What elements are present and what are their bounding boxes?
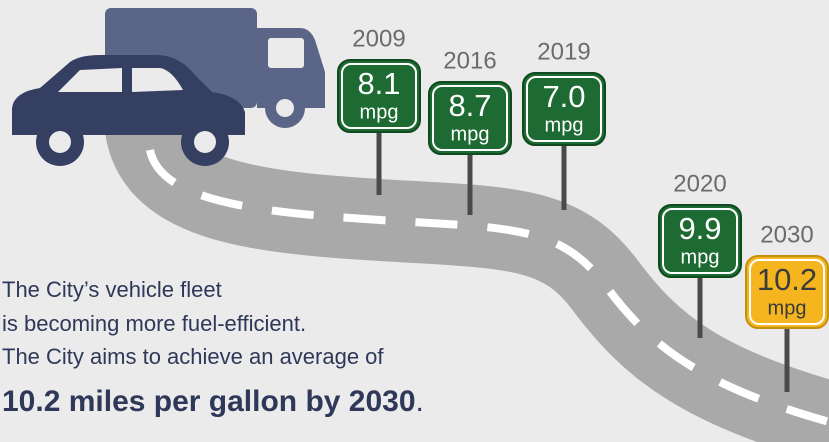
sign-value: 9.9 (678, 211, 721, 246)
sign-year: 2019 (537, 38, 590, 65)
sign-board (658, 204, 742, 278)
sign-board (745, 255, 829, 329)
period: . (416, 385, 424, 418)
sign-board (522, 72, 606, 146)
sign-year: 2016 (443, 47, 496, 74)
sign-unit: mpg (681, 246, 720, 268)
sign-year: 2020 (673, 170, 726, 197)
car (12, 55, 245, 166)
highlight: 10.2 miles per gallon by 2030 (2, 385, 416, 418)
road-dashes (146, 148, 829, 426)
sign-border (749, 259, 825, 325)
text-line: The City’s vehicle fleet (2, 277, 222, 302)
sign-border (662, 208, 738, 274)
sign-unit: mpg (768, 297, 807, 319)
sign-value: 8.1 (357, 66, 400, 101)
sign-border (341, 63, 417, 129)
sign-board (428, 81, 512, 155)
sign-unit: mpg (451, 123, 490, 145)
sign-value: 10.2 (757, 262, 817, 297)
text-line: The City aims to achieve an average of (2, 344, 384, 369)
sign-year: 2009 (352, 25, 405, 52)
sign-value: 7.0 (542, 79, 585, 114)
signs: 20098.1mpg20168.7mpg20197.0mpg20209.9mpg… (337, 25, 829, 392)
sign-board (337, 59, 421, 133)
sign-border (432, 85, 508, 151)
highlight-text: 10.2 miles per gallon by 2030. (2, 385, 424, 418)
sign-unit: mpg (545, 114, 584, 136)
sign-year: 2030 (760, 221, 813, 248)
sign-unit: mpg (360, 101, 399, 123)
sign-border (526, 76, 602, 142)
sign-value: 8.7 (448, 88, 491, 123)
text-line: is becoming more fuel-efficient. (2, 311, 306, 336)
